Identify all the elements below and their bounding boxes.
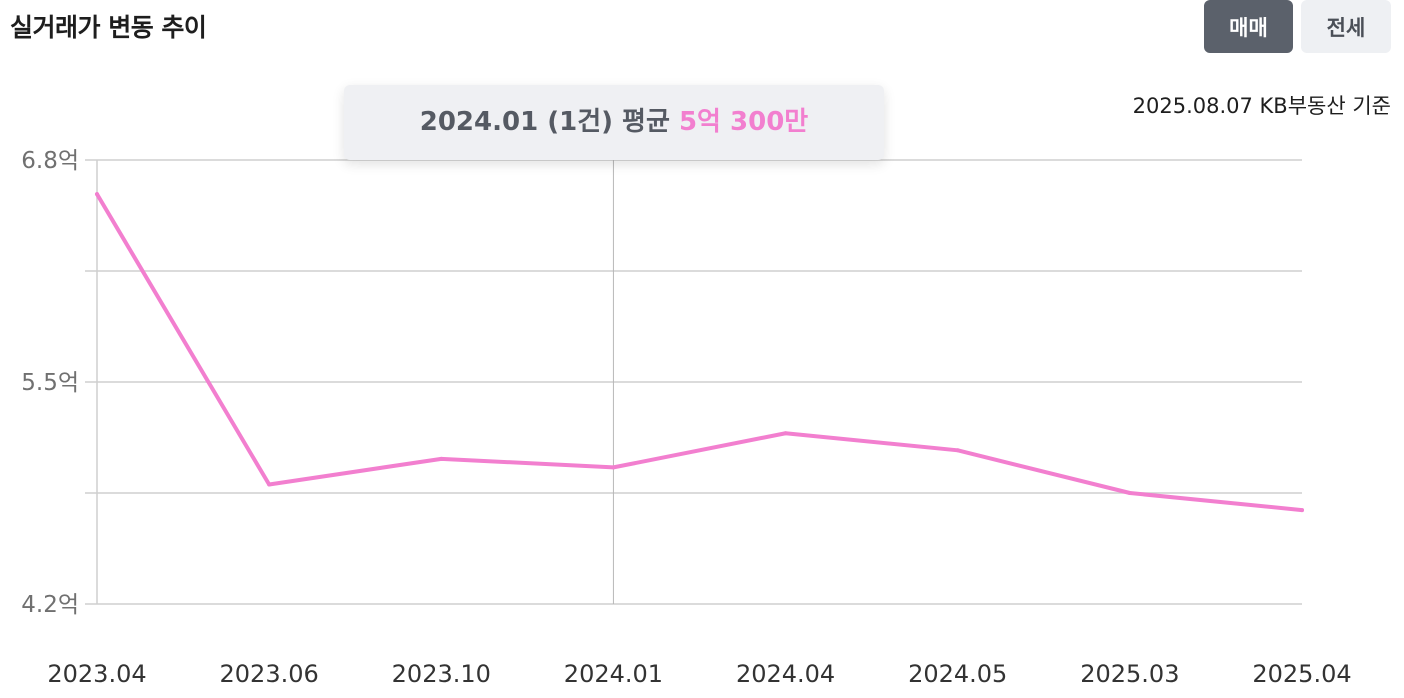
x-tick-label: 2024.05 xyxy=(908,660,1007,688)
x-tick-label: 2024.01 xyxy=(564,660,663,688)
data-point xyxy=(611,465,616,470)
y-tick-label: 6.8억 xyxy=(21,148,79,174)
y-tick-label: 5.5억 xyxy=(21,370,79,396)
data-point xyxy=(955,448,960,453)
data-point xyxy=(783,431,788,436)
data-point xyxy=(95,192,99,197)
x-tick-label: 2023.06 xyxy=(220,660,319,688)
x-tick-label: 2023.10 xyxy=(392,660,491,688)
data-point xyxy=(439,456,444,461)
y-tick-label: 4.2억 xyxy=(21,592,79,618)
data-point xyxy=(1127,491,1132,495)
tooltip-value: 5억 300만 xyxy=(678,107,809,137)
tooltip-summary: 2024.01 (1건) 평균 xyxy=(419,107,670,137)
x-tick-label: 2023.04 xyxy=(47,660,146,688)
hover-tooltip: 2024.01 (1건) 평균 5억 300만 xyxy=(344,85,884,160)
chart-axes xyxy=(96,160,614,604)
x-tick-label: 2024.04 xyxy=(736,660,835,688)
x-tick-label: 2025.03 xyxy=(1080,660,1179,688)
tab-sale-button[interactable]: 매매 xyxy=(1204,0,1293,53)
x-tick-label: 2025.04 xyxy=(1252,660,1351,688)
data-point xyxy=(1300,508,1304,513)
chart-series xyxy=(95,192,1304,513)
data-point xyxy=(267,482,272,487)
chart-title: 실거래가 변동 추이 xyxy=(10,13,207,42)
chart-grid xyxy=(85,159,1302,605)
data-source-note: 2025.08.07 KB부동산 기준 xyxy=(1132,94,1391,118)
tab-jeonse-button[interactable]: 전세 xyxy=(1301,0,1391,53)
price-line xyxy=(95,192,1304,513)
chart-labels: 6.8억 5.5억 4.2억 2023.04 2023.06 2023.10 2024.01… xyxy=(21,148,1351,688)
